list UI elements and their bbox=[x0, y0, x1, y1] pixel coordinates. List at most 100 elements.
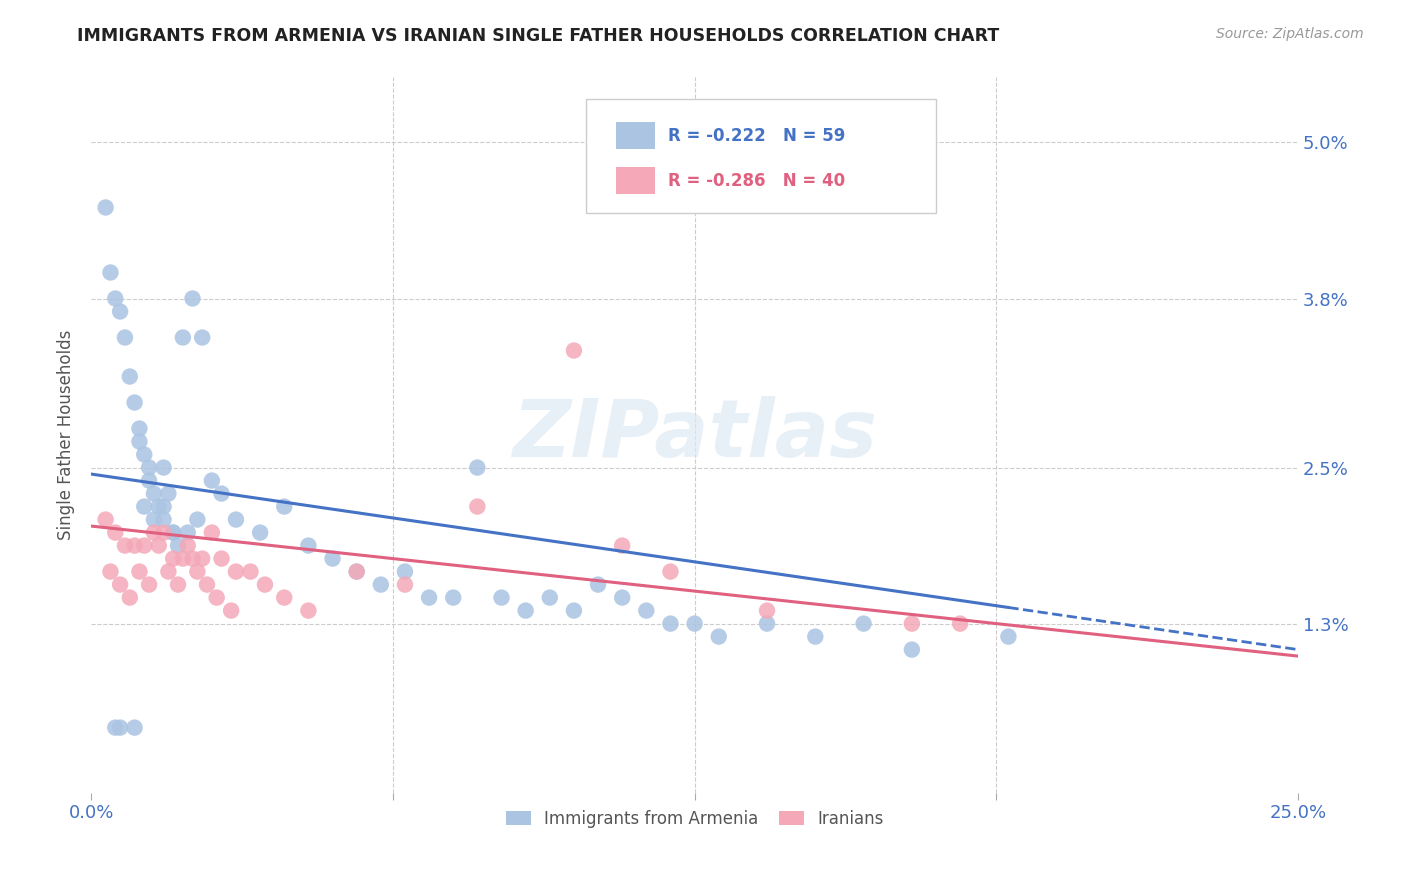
Text: R = -0.222   N = 59: R = -0.222 N = 59 bbox=[668, 128, 845, 145]
Point bbox=[195, 577, 218, 591]
Point bbox=[205, 591, 228, 605]
Point bbox=[162, 551, 184, 566]
Point bbox=[181, 292, 204, 306]
Point bbox=[157, 565, 180, 579]
Point bbox=[191, 330, 214, 344]
FancyBboxPatch shape bbox=[616, 122, 655, 149]
Point bbox=[181, 551, 204, 566]
Point bbox=[157, 486, 180, 500]
Point bbox=[219, 604, 242, 618]
Point bbox=[201, 474, 224, 488]
Point bbox=[225, 512, 247, 526]
Point bbox=[167, 539, 190, 553]
Point bbox=[152, 500, 174, 514]
FancyBboxPatch shape bbox=[616, 167, 655, 194]
Point bbox=[297, 604, 319, 618]
Legend: Immigrants from Armenia, Iranians: Immigrants from Armenia, Iranians bbox=[499, 803, 890, 834]
Point bbox=[201, 525, 224, 540]
Point bbox=[94, 201, 117, 215]
Point bbox=[100, 565, 122, 579]
Text: R = -0.286   N = 40: R = -0.286 N = 40 bbox=[668, 172, 845, 190]
Point bbox=[142, 525, 165, 540]
Point bbox=[134, 448, 156, 462]
Point bbox=[562, 604, 585, 618]
Point bbox=[162, 525, 184, 540]
Point bbox=[683, 616, 706, 631]
Point bbox=[949, 616, 972, 631]
Point bbox=[100, 265, 122, 279]
Text: ZIPatlas: ZIPatlas bbox=[512, 396, 877, 474]
Point bbox=[124, 395, 146, 409]
Point bbox=[108, 577, 131, 591]
Point bbox=[394, 577, 416, 591]
Point bbox=[152, 460, 174, 475]
Point bbox=[162, 525, 184, 540]
Point bbox=[901, 616, 924, 631]
Point bbox=[852, 616, 875, 631]
Point bbox=[124, 721, 146, 735]
Point bbox=[104, 525, 127, 540]
Point bbox=[370, 577, 392, 591]
Point bbox=[586, 577, 609, 591]
Point bbox=[177, 539, 200, 553]
Point bbox=[128, 434, 150, 449]
Text: Source: ZipAtlas.com: Source: ZipAtlas.com bbox=[1216, 27, 1364, 41]
Point bbox=[148, 500, 170, 514]
FancyBboxPatch shape bbox=[586, 99, 936, 213]
Y-axis label: Single Father Households: Single Father Households bbox=[58, 330, 75, 541]
Point bbox=[114, 539, 136, 553]
Point bbox=[148, 539, 170, 553]
Point bbox=[297, 539, 319, 553]
Point bbox=[172, 551, 194, 566]
Point bbox=[142, 512, 165, 526]
Point bbox=[186, 565, 208, 579]
Point bbox=[418, 591, 440, 605]
Point bbox=[152, 525, 174, 540]
Text: IMMIGRANTS FROM ARMENIA VS IRANIAN SINGLE FATHER HOUSEHOLDS CORRELATION CHART: IMMIGRANTS FROM ARMENIA VS IRANIAN SINGL… bbox=[77, 27, 1000, 45]
Point bbox=[659, 616, 682, 631]
Point bbox=[636, 604, 658, 618]
Point bbox=[128, 565, 150, 579]
Point bbox=[191, 551, 214, 566]
Point bbox=[138, 577, 160, 591]
Point bbox=[134, 539, 156, 553]
Point bbox=[707, 630, 730, 644]
Point bbox=[322, 551, 344, 566]
Point bbox=[177, 525, 200, 540]
Point bbox=[756, 604, 779, 618]
Point bbox=[441, 591, 464, 605]
Point bbox=[491, 591, 513, 605]
Point bbox=[273, 500, 295, 514]
Point bbox=[253, 577, 276, 591]
Point bbox=[346, 565, 368, 579]
Point bbox=[167, 577, 190, 591]
Point bbox=[225, 565, 247, 579]
Point bbox=[467, 460, 489, 475]
Point bbox=[142, 486, 165, 500]
Point bbox=[515, 604, 537, 618]
Point bbox=[901, 642, 924, 657]
Point bbox=[138, 460, 160, 475]
Point bbox=[659, 565, 682, 579]
Point bbox=[186, 512, 208, 526]
Point bbox=[804, 630, 827, 644]
Point bbox=[756, 616, 779, 631]
Point bbox=[346, 565, 368, 579]
Point bbox=[114, 330, 136, 344]
Point bbox=[467, 500, 489, 514]
Point bbox=[134, 500, 156, 514]
Point bbox=[104, 721, 127, 735]
Point bbox=[211, 486, 233, 500]
Point bbox=[612, 539, 634, 553]
Point bbox=[562, 343, 585, 358]
Point bbox=[211, 551, 233, 566]
Point bbox=[538, 591, 561, 605]
Point bbox=[394, 565, 416, 579]
Point bbox=[138, 474, 160, 488]
Point bbox=[152, 512, 174, 526]
Point bbox=[239, 565, 262, 579]
Point bbox=[997, 630, 1019, 644]
Point bbox=[172, 330, 194, 344]
Point bbox=[118, 369, 141, 384]
Point bbox=[128, 421, 150, 435]
